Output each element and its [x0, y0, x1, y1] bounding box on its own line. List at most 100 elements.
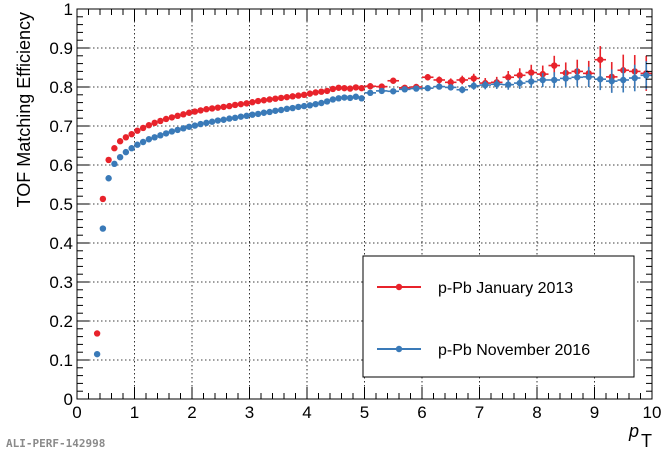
x-tick-label: 6: [417, 403, 426, 422]
data-point: [134, 141, 141, 148]
data-point: [346, 85, 354, 92]
data-point: [185, 123, 193, 130]
data-point: [295, 92, 302, 99]
data-point: [516, 79, 523, 87]
data-point: [585, 73, 592, 81]
data-point: [436, 83, 443, 90]
data-point: [562, 75, 569, 82]
data-point: [346, 94, 354, 102]
data-point: [145, 136, 153, 143]
watermark-label: ALI-PERF-142998: [6, 437, 105, 450]
data-point: [162, 130, 170, 137]
data-point: [111, 145, 118, 152]
data-point: [272, 107, 279, 114]
x-tick-label: 7: [475, 403, 484, 422]
legend-marker-series-2: [395, 345, 403, 353]
data-point: [93, 350, 101, 358]
data-point: [272, 95, 279, 102]
data-point: [341, 84, 348, 92]
data-point: [231, 114, 239, 122]
data-point: [283, 105, 291, 113]
data-point: [358, 84, 365, 92]
data-point: [191, 108, 199, 115]
data-point: [318, 99, 325, 107]
data-point: [335, 84, 342, 91]
y-tick-label: 0.5: [49, 195, 73, 214]
y-tick-label: 0: [64, 390, 73, 409]
data-point: [139, 124, 147, 132]
data-point: [608, 77, 615, 85]
x-axis-label-subscript: T: [641, 431, 652, 451]
data-point: [208, 105, 216, 112]
data-point: [574, 74, 581, 81]
data-point: [528, 78, 535, 85]
data-point: [99, 225, 107, 232]
y-axis-label: TOF Matching Efficiency: [14, 12, 34, 207]
data-point: [180, 111, 187, 118]
data-point: [277, 94, 285, 102]
data-point: [459, 76, 466, 84]
data-point: [249, 111, 256, 118]
data-point: [266, 96, 273, 103]
data-point: [470, 82, 477, 90]
data-point: [157, 117, 164, 125]
data-point: [631, 74, 638, 82]
data-point: [597, 56, 604, 63]
data-point: [482, 81, 489, 89]
x-tick-label: 0: [72, 403, 81, 422]
data-point: [203, 106, 210, 113]
data-point: [243, 112, 250, 120]
data-point: [134, 127, 141, 134]
data-point: [318, 88, 325, 95]
data-point: [300, 91, 308, 99]
y-tick-label: 1: [64, 0, 73, 19]
y-tick-label: 0.7: [49, 117, 73, 136]
data-point: [390, 88, 397, 95]
data-point: [139, 138, 147, 146]
data-point: [128, 145, 135, 152]
data-point: [352, 84, 360, 91]
x-tick-label: 4: [302, 403, 311, 422]
data-point: [111, 160, 118, 168]
data-point: [329, 85, 337, 93]
data-point: [260, 97, 268, 104]
data-point: [197, 120, 204, 128]
data-point: [168, 114, 176, 121]
data-point: [122, 148, 130, 156]
x-tick-label: 1: [130, 403, 139, 422]
data-point: [413, 85, 420, 92]
data-point: [367, 83, 374, 90]
data-point: [295, 103, 302, 111]
data-point: [516, 72, 523, 79]
data-point: [358, 95, 365, 102]
data-point: [231, 101, 239, 109]
data-point: [436, 76, 443, 84]
y-tick-label: 0.8: [49, 78, 73, 97]
data-point: [470, 75, 477, 82]
data-point: [237, 100, 245, 108]
data-point: [116, 154, 124, 161]
data-point: [312, 89, 319, 96]
data-point: [283, 93, 291, 101]
data-point: [620, 76, 627, 84]
data-point: [214, 104, 222, 111]
data-point: [260, 109, 268, 116]
x-tick-label: 8: [532, 403, 541, 422]
x-tick-label: 10: [643, 403, 662, 422]
y-tick-label: 0.1: [49, 351, 73, 370]
legend-label-series-1: p-Pb January 2013: [438, 280, 573, 297]
data-point: [329, 96, 337, 103]
data-point: [289, 104, 296, 112]
series-2: [93, 61, 652, 358]
data-point: [505, 81, 512, 88]
data-point: [493, 81, 500, 88]
data-point: [180, 125, 187, 132]
data-point: [390, 77, 397, 84]
y-tick-label: 0.9: [49, 39, 73, 58]
data-point: [539, 76, 546, 84]
data-point: [162, 115, 170, 123]
y-tick-label: 0.3: [49, 273, 73, 292]
data-point: [401, 86, 408, 93]
legend-box: [362, 255, 635, 378]
